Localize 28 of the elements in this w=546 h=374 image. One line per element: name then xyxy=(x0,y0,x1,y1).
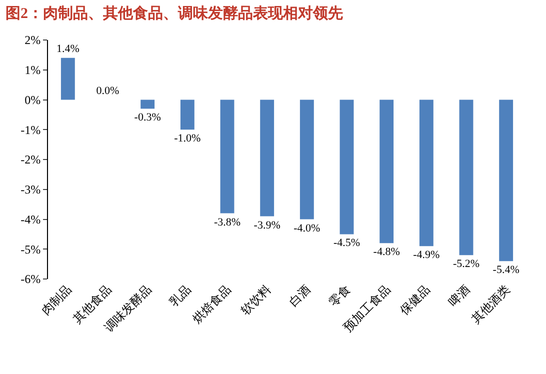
x-tick-label: 软饮料 xyxy=(238,282,274,318)
x-tick-label: 啤酒 xyxy=(446,282,473,310)
x-tick-label: 保健品 xyxy=(397,282,433,318)
data-label: -4.5% xyxy=(333,237,360,250)
data-label: 1.4% xyxy=(56,42,80,55)
y-tick-label: -1% xyxy=(20,122,41,137)
data-label: -5.2% xyxy=(452,258,480,270)
chart-title: 图2：肉制品、其他食品、调味发酵品表现相对领先 xyxy=(5,4,343,22)
y-tick-label: -6% xyxy=(20,272,41,286)
data-label: -4.0% xyxy=(294,222,320,234)
data-label: -5.4% xyxy=(492,264,520,276)
y-tick-label: -4% xyxy=(20,212,41,226)
y-tick-label: 2% xyxy=(24,33,41,48)
x-tick-label: 乳品 xyxy=(166,282,194,310)
data-label: 0.0% xyxy=(96,84,120,97)
data-label: -4.9% xyxy=(413,249,440,262)
y-tick-label: 1% xyxy=(24,63,41,78)
data-label: -4.8% xyxy=(373,246,400,258)
y-tick-label: 0% xyxy=(24,92,41,107)
y-tick-label: -2% xyxy=(20,152,41,167)
data-label: -1.0% xyxy=(174,132,201,145)
data-label: -3.8% xyxy=(214,216,241,228)
y-tick-label: -5% xyxy=(20,242,41,256)
data-label: -3.9% xyxy=(254,219,280,232)
x-tick-label: 白酒 xyxy=(286,282,314,310)
data-label: -0.3% xyxy=(134,112,161,124)
x-tick-label: 零食 xyxy=(326,282,354,310)
y-tick-label: -3% xyxy=(20,182,41,197)
